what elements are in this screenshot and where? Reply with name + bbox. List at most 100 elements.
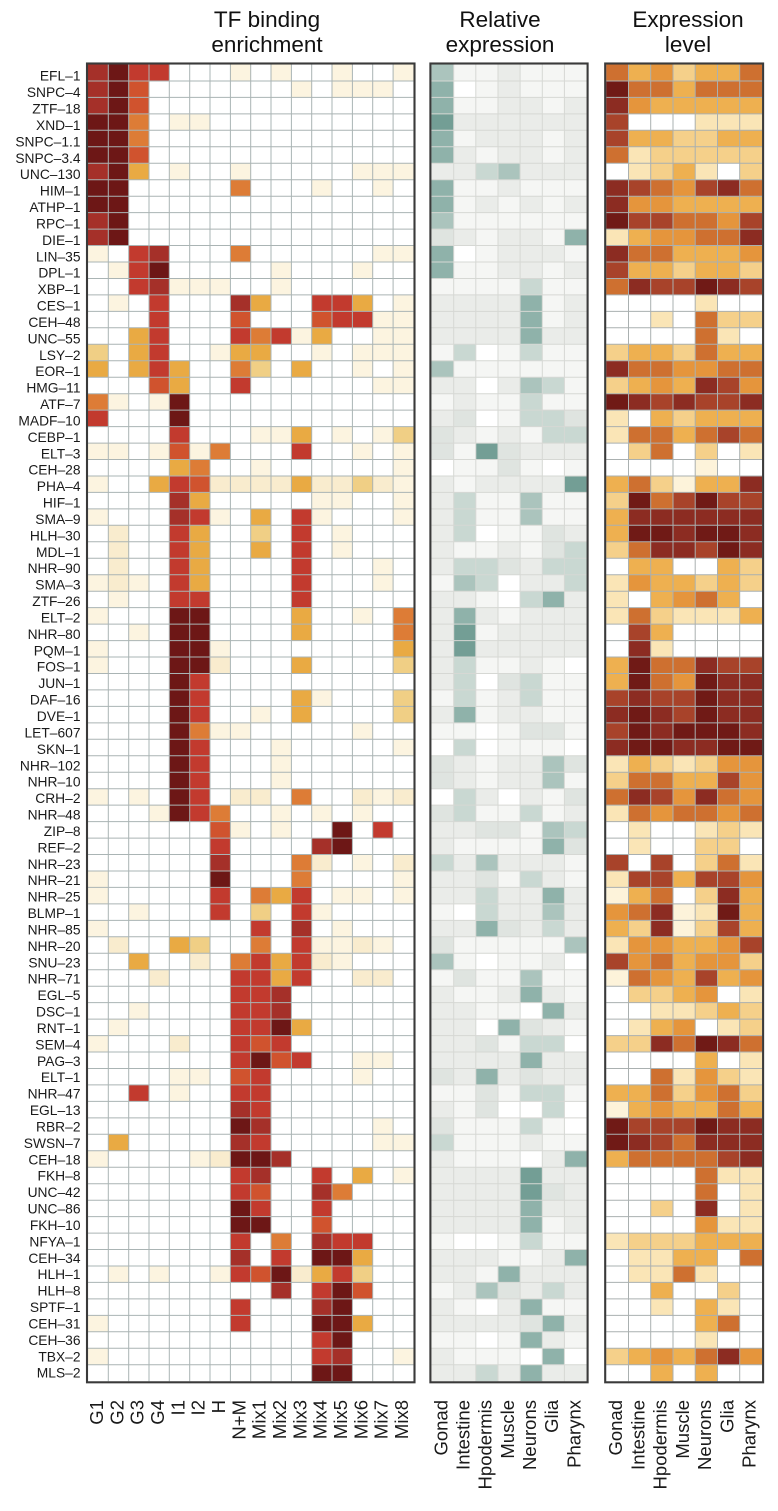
svg-text:HLH–8: HLH–8	[38, 1284, 81, 1299]
svg-text:DVE–1: DVE–1	[37, 709, 81, 724]
svg-text:N+M: N+M	[228, 1400, 249, 1440]
svg-text:DIE–1: DIE–1	[42, 233, 80, 248]
svg-text:ELT–1: ELT–1	[41, 1070, 81, 1085]
svg-text:SMA–3: SMA–3	[35, 578, 81, 593]
svg-text:ZIP–8: ZIP–8	[44, 824, 81, 839]
svg-text:ELT–2: ELT–2	[41, 611, 81, 626]
svg-text:DSC–1: DSC–1	[36, 1005, 80, 1020]
svg-text:Pharynx: Pharynx	[563, 1399, 584, 1468]
svg-text:HLH–30: HLH–30	[30, 528, 81, 543]
svg-text:ZTF–26: ZTF–26	[32, 594, 81, 609]
svg-text:Muscle: Muscle	[672, 1400, 693, 1459]
svg-text:UNC–130: UNC–130	[20, 167, 81, 182]
svg-text:CEH–48: CEH–48	[28, 315, 80, 330]
svg-text:Glia: Glia	[541, 1399, 562, 1433]
svg-text:NHR–48: NHR–48	[28, 808, 81, 823]
svg-text:RBR–2: RBR–2	[36, 1120, 80, 1135]
svg-text:G2: G2	[106, 1400, 127, 1425]
svg-text:RPC–1: RPC–1	[36, 217, 80, 232]
svg-text:NHR–80: NHR–80	[28, 627, 81, 642]
svg-text:CEH–31: CEH–31	[28, 1317, 80, 1332]
svg-text:NHR–23: NHR–23	[28, 857, 81, 872]
svg-text:CRH–2: CRH–2	[35, 791, 80, 806]
svg-text:SWSN–7: SWSN–7	[24, 1136, 81, 1151]
svg-text:BLMP–1: BLMP–1	[28, 906, 81, 921]
svg-text:PAG–3: PAG–3	[37, 1054, 81, 1069]
svg-text:EGL–13: EGL–13	[30, 1103, 81, 1118]
svg-text:SEM–4: SEM–4	[35, 1037, 81, 1052]
svg-text:FKH–8: FKH–8	[38, 1169, 81, 1184]
svg-text:REF–2: REF–2	[38, 840, 81, 855]
svg-text:SNU–23: SNU–23	[28, 955, 80, 970]
svg-text:SNPC–4: SNPC–4	[27, 85, 81, 100]
svg-text:PQM–1: PQM–1	[34, 643, 81, 658]
svg-text:G1: G1	[86, 1400, 107, 1425]
svg-text:Mix7: Mix7	[371, 1400, 392, 1439]
svg-text:EOR–1: EOR–1	[35, 364, 80, 379]
svg-text:XBP–1: XBP–1	[38, 282, 81, 297]
svg-text:HIF–1: HIF–1	[43, 496, 81, 511]
svg-text:XND–1: XND–1	[36, 118, 80, 133]
svg-text:G4: G4	[147, 1400, 168, 1425]
svg-text:Neurons: Neurons	[694, 1400, 715, 1470]
svg-text:HIM–1: HIM–1	[40, 184, 81, 199]
svg-text:TF binding: TF binding	[214, 7, 320, 32]
svg-text:Pharynx: Pharynx	[739, 1399, 760, 1468]
svg-text:NHR–20: NHR–20	[28, 939, 81, 954]
svg-text:CEH–18: CEH–18	[28, 1152, 80, 1167]
svg-text:NFYA–1: NFYA–1	[29, 1234, 80, 1249]
svg-text:CEBP–1: CEBP–1	[28, 430, 81, 445]
svg-text:level: level	[665, 32, 711, 57]
svg-text:UNC–86: UNC–86	[28, 1202, 81, 1217]
svg-text:MLS–2: MLS–2	[37, 1366, 81, 1381]
svg-text:Hpodermis: Hpodermis	[650, 1400, 671, 1489]
svg-text:NHR–10: NHR–10	[28, 775, 81, 790]
svg-text:NHR–102: NHR–102	[20, 758, 81, 773]
svg-text:NHR–85: NHR–85	[28, 922, 81, 937]
svg-text:Neurons: Neurons	[519, 1400, 540, 1470]
svg-text:LET–607: LET–607	[25, 725, 81, 740]
svg-text:Intestine: Intestine	[627, 1400, 648, 1470]
svg-text:SKN–1: SKN–1	[37, 742, 81, 757]
svg-text:PHA–4: PHA–4	[37, 479, 81, 494]
svg-text:EGL–5: EGL–5	[38, 988, 81, 1003]
svg-text:Mix5: Mix5	[330, 1400, 351, 1439]
svg-text:SPTF–1: SPTF–1	[30, 1300, 81, 1315]
svg-text:Mix2: Mix2	[269, 1400, 290, 1439]
svg-text:ZTF–18: ZTF–18	[32, 102, 81, 117]
svg-text:ELT–3: ELT–3	[41, 446, 81, 461]
svg-text:G3: G3	[127, 1400, 148, 1425]
svg-text:UNC–42: UNC–42	[28, 1185, 81, 1200]
svg-text:Glia: Glia	[716, 1399, 737, 1433]
svg-text:RNT–1: RNT–1	[37, 1021, 81, 1036]
svg-text:I2: I2	[188, 1400, 209, 1415]
svg-text:enrichment: enrichment	[211, 32, 323, 57]
svg-text:FOS–1: FOS–1	[37, 660, 81, 675]
svg-text:DAF–16: DAF–16	[30, 693, 81, 708]
svg-text:Mix4: Mix4	[310, 1400, 331, 1439]
svg-text:Muscle: Muscle	[497, 1400, 518, 1459]
svg-text:UNC–55: UNC–55	[28, 331, 81, 346]
svg-text:Mix8: Mix8	[391, 1400, 412, 1439]
svg-text:NHR–90: NHR–90	[28, 561, 81, 576]
svg-text:HMG–11: HMG–11	[26, 381, 80, 396]
svg-text:MDL–1: MDL–1	[36, 545, 80, 560]
svg-text:Mix6: Mix6	[350, 1400, 371, 1439]
svg-text:NHR–25: NHR–25	[28, 890, 81, 905]
svg-text:SNPC–1.1: SNPC–1.1	[15, 134, 80, 149]
svg-text:CEH–36: CEH–36	[28, 1333, 80, 1348]
svg-text:SNPC–3.4: SNPC–3.4	[15, 151, 81, 166]
svg-text:CEH–34: CEH–34	[28, 1251, 80, 1266]
svg-text:Hpodermis: Hpodermis	[475, 1400, 496, 1489]
svg-text:expression: expression	[446, 32, 555, 57]
svg-text:Expression: Expression	[632, 7, 743, 32]
svg-text:NHR–47: NHR–47	[28, 1087, 81, 1102]
svg-text:SMA–9: SMA–9	[35, 512, 81, 527]
svg-text:ATF–7: ATF–7	[40, 397, 80, 412]
svg-text:H: H	[208, 1400, 229, 1413]
svg-text:I1: I1	[167, 1400, 188, 1415]
svg-text:CES–1: CES–1	[37, 299, 81, 314]
svg-text:NHR–21: NHR–21	[28, 873, 81, 888]
svg-text:HLH–1: HLH–1	[38, 1267, 81, 1282]
svg-text:Mix1: Mix1	[249, 1400, 270, 1439]
